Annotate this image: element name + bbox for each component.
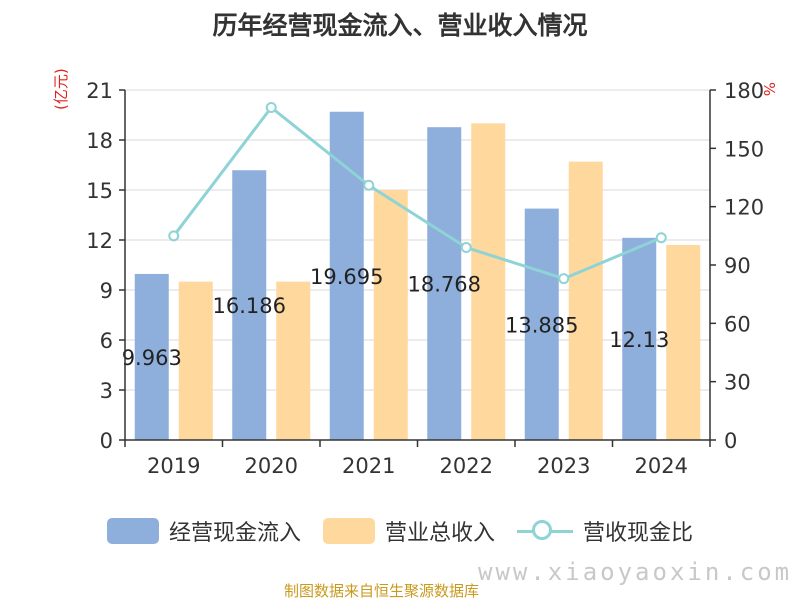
legend-item-cash-inflow[interactable]: 经营现金流入	[106, 515, 301, 547]
point-ratio	[558, 273, 570, 285]
line-ratio	[172, 105, 662, 281]
x-tick-label: 2024	[635, 454, 688, 478]
bar-cash-inflow	[622, 237, 657, 440]
bar-revenue	[666, 245, 701, 440]
data-label-cash-inflow: 19.695	[310, 265, 383, 289]
point-ratio	[168, 230, 180, 242]
x-tick-label: 2022	[440, 454, 493, 478]
legend-label-revenue: 营业总收入	[384, 521, 495, 546]
legend-label-cash-inflow: 经营现金流入	[168, 521, 301, 546]
y-tick-label-left: 15	[86, 179, 113, 203]
legend: 经营现金流入 营业总收入 营收现金比	[0, 515, 800, 547]
point-ratio	[363, 179, 375, 191]
x-tick-label: 2019	[147, 454, 200, 478]
x-tick-label: 2020	[245, 454, 298, 478]
bar-cash-inflow	[232, 170, 267, 440]
y-tick-label-right: 180	[724, 79, 764, 103]
bar-revenue	[373, 190, 408, 440]
data-label-cash-inflow: 9.963	[122, 346, 182, 370]
bar-cash-inflow	[427, 127, 462, 440]
data-label-cash-inflow: 12.13	[609, 328, 669, 352]
y-tick-label-right: 120	[724, 196, 764, 220]
y-tick-label-right: 150	[724, 137, 764, 161]
point-ratio	[265, 102, 277, 113]
bar-revenue	[276, 281, 311, 440]
bar-revenue	[178, 281, 213, 440]
y-tick-label-right: 0	[724, 429, 737, 453]
data-label-cash-inflow: 16.186	[213, 294, 286, 318]
data-source-note: 制图数据来自恒生聚源数据库	[284, 582, 480, 600]
bar-revenue	[471, 123, 506, 440]
point-ratio	[655, 232, 667, 244]
bar-revenue	[568, 161, 603, 440]
watermark: www.xiaoyaoxin.com	[478, 558, 793, 586]
y-tick-label-left: 6	[100, 329, 113, 353]
legend-item-revenue[interactable]: 营业总收入	[322, 515, 495, 547]
bar-cash-inflow	[524, 208, 559, 440]
y-tick-label-left: 21	[86, 79, 113, 103]
y-tick-label-left: 9	[100, 279, 113, 303]
x-tick-label: 2023	[537, 454, 590, 478]
data-label-cash-inflow: 18.768	[408, 273, 481, 297]
legend-swatch-cash-inflow	[106, 518, 159, 544]
x-tick-label: 2021	[342, 454, 395, 478]
legend-swatch-revenue	[322, 518, 375, 544]
point-ratio	[460, 242, 472, 253]
y-tick-label-left: 18	[86, 129, 113, 153]
y-tick-label-right: 60	[724, 312, 751, 336]
legend-item-ratio[interactable]: 营收现金比	[517, 515, 693, 547]
legend-label-ratio: 营收现金比	[583, 521, 694, 546]
y-tick-label-left: 12	[86, 229, 113, 253]
bar-cash-inflow	[134, 273, 169, 440]
y-tick-label-right: 30	[724, 371, 751, 395]
y-tick-label-left: 3	[100, 379, 113, 403]
chart-title: 历年经营现金流入、营业收入情况	[212, 11, 588, 40]
y-tick-label-left: 0	[100, 429, 113, 453]
data-label-cash-inflow: 13.885	[505, 313, 578, 337]
y-tick-label-right: 90	[724, 254, 751, 278]
legend-swatch-ratio	[517, 518, 573, 544]
